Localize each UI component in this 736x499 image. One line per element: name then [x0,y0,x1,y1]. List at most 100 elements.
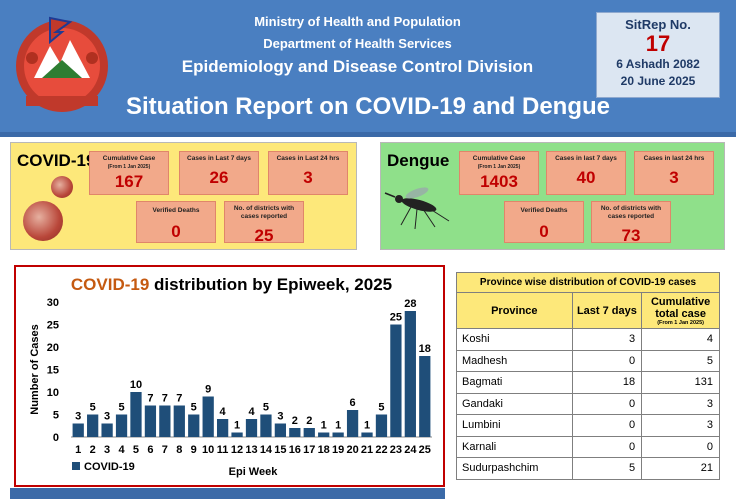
data-label: 5 [90,402,96,414]
data-label: 2 [306,415,312,427]
dengue-panel-title: Dengue [387,151,450,170]
data-label: 3 [75,411,81,423]
col-header-last7: Last 7 days [571,292,643,329]
bar [188,414,200,437]
covid-deaths-box: Verified Deaths 0 [136,201,216,243]
bar [375,414,388,437]
covid-deaths-label: Verified Deaths [152,207,200,214]
covid-last24-box: Cases in Last 24 hrs 3 [268,151,348,195]
data-label: 1 [364,420,370,432]
data-label: 7 [147,393,153,405]
data-label: 25 [390,312,402,324]
chart-title-highlight: COVID-19 [70,275,150,294]
x-tick-label: 18 [318,444,330,456]
header-divider [0,132,736,137]
y-tick-label: 15 [47,365,59,377]
province-cumulative: 3 [641,414,720,437]
bar [404,311,416,437]
covid-districts-box: No. of districts with cases reported 25 [224,201,304,245]
next-section-bar [10,488,445,499]
x-tick-label: 16 [289,444,301,456]
bar [87,414,99,437]
x-tick-label: 21 [361,444,373,456]
x-tick-label: 10 [202,444,214,456]
x-tick-label: 25 [419,444,431,456]
dengue-last24-label: Cases in last 24 hrs [643,155,705,162]
province-last7: 18 [571,371,643,394]
province-table-wrap: Province wise distribution of COVID-19 c… [456,272,720,480]
dengue-last7-value: 40 [576,168,596,187]
sitrep-date-en: 20 June 2025 [620,74,696,88]
data-label: 7 [176,393,182,405]
dengue-last24-value: 3 [669,168,679,187]
x-tick-label: 11 [217,444,229,456]
x-tick-label: 17 [303,444,315,456]
province-cumulative: 5 [641,349,720,372]
dengue-cumulative-sub: (From 1 Jan 2025) [477,164,521,170]
data-label: 2 [292,415,298,427]
bar [101,423,113,437]
coronavirus-icon [23,201,63,241]
col-header-cumulative-label: Cumulative total case [650,295,711,320]
division-name: Epidemiology and Disease Control Divisio… [181,57,534,76]
province-table-title: Province wise distribution of COVID-19 c… [456,272,720,293]
table-row: Gandaki 0 3 [456,392,720,415]
sitrep-box: SitRep No. 17 6 Ashadh 2082 20 June 2025 [596,12,720,98]
covid-last24-label: Cases in Last 24 hrs [276,155,340,162]
bar [72,423,84,437]
data-label: 1 [321,420,327,432]
data-label: 5 [118,402,124,414]
x-tick-label: 9 [191,444,197,456]
col-header-cumulative-sub: (From 1 Jan 2025) [657,319,704,326]
data-label: 6 [350,397,356,409]
x-tick-label: 2 [90,444,96,456]
coronavirus-icon [51,176,73,198]
bar [173,405,185,437]
chart-title-rest: distribution by Epiweek, 2025 [149,275,393,294]
chart-canvas: 0510152025303152335410576777859910411112… [29,297,432,478]
dengue-cumulative-label: Cumulative Case [472,155,526,162]
province-last7: 0 [571,414,643,437]
x-tick-label: 20 [346,444,358,456]
province-name: Karnali [456,435,573,458]
covid-cumulative-sub: (From 1 Jan 2025) [107,164,151,170]
x-tick-label: 4 [118,444,125,456]
bar [318,432,330,437]
data-label: 5 [191,402,197,414]
table-row: Lumbini 0 3 [456,414,720,437]
dengue-districts-value: 73 [621,226,641,245]
covid-deaths-value: 0 [171,222,181,241]
report-title: Situation Report on COVID-19 and Dengue [125,93,611,120]
x-tick-label: 12 [231,444,243,456]
table-row: Bagmati 18 131 [456,371,720,394]
bar [115,414,128,437]
province-cumulative: 3 [641,392,720,415]
bar [216,419,229,437]
data-label: 5 [378,402,384,414]
dengue-cumulative-box: Cumulative Case (From 1 Jan 2025) 1403 [459,151,539,195]
table-row: Karnali 0 0 [456,435,720,458]
dengue-deaths-box: Verified Deaths 0 [504,201,584,243]
data-label: 7 [162,393,168,405]
chart-title: COVID-19 distribution by Epiweek, 2025 [16,275,447,295]
sitrep-label: SitRep No. [625,17,691,32]
covid-panel-title: COVID-19 [17,151,96,170]
dengue-deaths-label: Verified Deaths [520,207,568,214]
covid-cumulative-label: Cumulative Case [102,155,156,162]
table-row: Sudurpashchim 5 21 [456,457,720,480]
data-label: 3 [277,411,283,423]
bar [159,405,171,437]
mosquito-icon [384,187,450,230]
bar [274,423,287,437]
epiweek-chart: COVID-19 distribution by Epiweek, 2025 0… [14,265,445,487]
bar [202,396,214,437]
dengue-districts-box: No. of districts with cases reported 73 [591,201,671,245]
x-tick-label: 5 [133,444,139,456]
x-tick-label: 22 [375,444,387,456]
legend-swatch [72,462,80,470]
sitrep-date-np: 6 Ashadh 2082 [616,57,700,71]
data-label: 4 [248,406,255,418]
sitrep-number: 17 [645,31,671,56]
covid-districts-label: No. of districts with cases reported [233,205,295,220]
bar [245,419,258,437]
